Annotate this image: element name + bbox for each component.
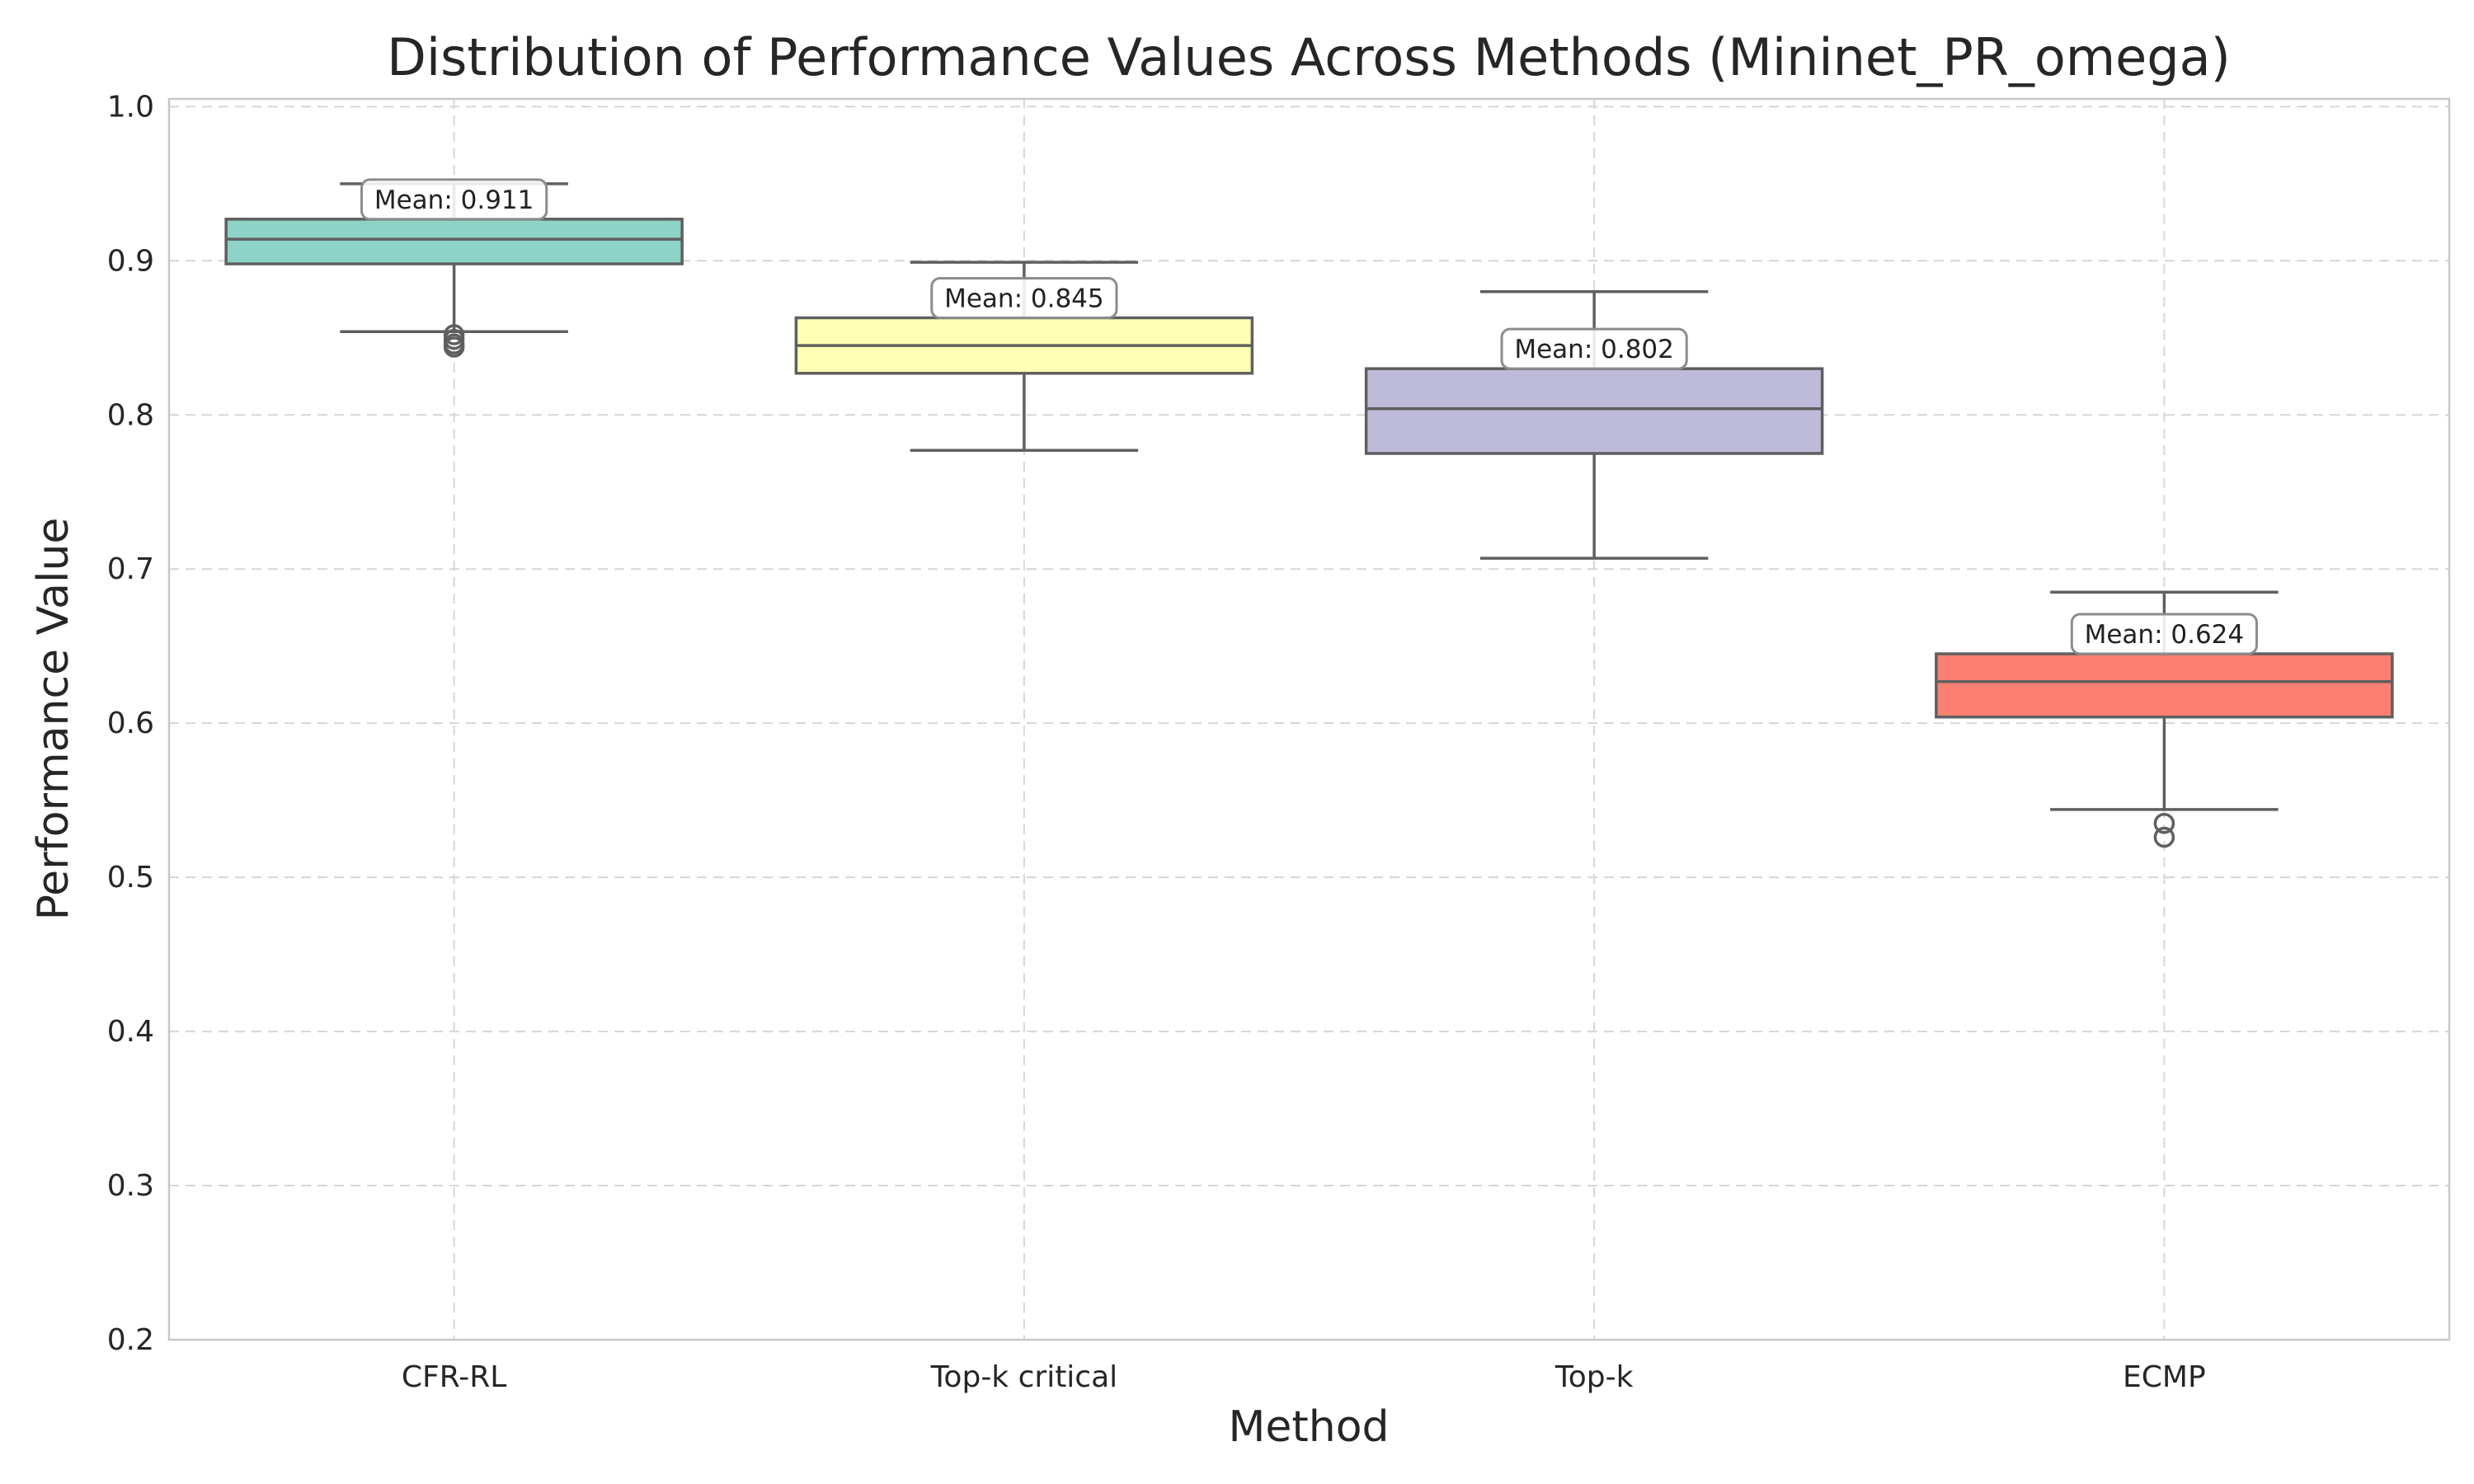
mean-label: Mean: 0.624 xyxy=(2085,620,2245,650)
box-layer xyxy=(224,182,2394,848)
mean-label: Mean: 0.911 xyxy=(374,186,534,215)
tick-labels: 0.2 0.3 0.4 0.5 0.6 0.7 0.8 0.9 1.0 CFR-RL Top-k c… xyxy=(107,90,2206,1394)
mean-label-box xyxy=(1500,327,1688,370)
outlier-point xyxy=(443,336,465,358)
y-tick-label: 0.9 xyxy=(107,244,154,278)
box-body xyxy=(224,218,684,265)
mean-label-box xyxy=(2070,613,2258,655)
outlier-point xyxy=(2153,826,2175,848)
y-tick-label: 0.4 xyxy=(107,1015,154,1049)
mean-label-box xyxy=(930,276,1118,319)
x-tick-label: Top-k xyxy=(1554,1360,1634,1394)
y-axis-label: Performance Value xyxy=(29,518,78,921)
x-axis-label: Method xyxy=(1228,1402,1389,1452)
y-tick-label: 0.2 xyxy=(107,1323,154,1357)
outlier-point xyxy=(2153,812,2175,834)
box-body xyxy=(1364,367,1824,455)
x-tick-label: Top-k critical xyxy=(930,1360,1118,1394)
mean-annotation: Mean: 0.624 xyxy=(2070,613,2258,655)
mean-annotation: Mean: 0.845 xyxy=(930,276,1118,319)
y-tick-label: 0.5 xyxy=(107,861,154,895)
mean-annotation: Mean: 0.911 xyxy=(360,178,548,221)
x-tick-label: CFR-RL xyxy=(402,1360,506,1394)
mean-label-box xyxy=(360,178,548,221)
y-tick-label: 0.8 xyxy=(107,398,154,432)
box-body xyxy=(1935,652,2394,719)
plot-frame xyxy=(167,97,2451,1341)
chart-title: Distribution of Performance Values Acros… xyxy=(387,27,2231,87)
y-tick-label: 1.0 xyxy=(107,90,154,124)
mean-label: Mean: 0.802 xyxy=(1514,335,1674,364)
y-tick-label: 0.6 xyxy=(107,707,154,740)
mean-annotations: Mean: 0.911 Mean: 0.845 Mean: 0.802 Mean: 0… xyxy=(360,178,2258,655)
mean-annotation: Mean: 0.802 xyxy=(1500,327,1688,370)
box-group-ecmp xyxy=(1935,590,2394,848)
y-tick-label: 0.3 xyxy=(107,1169,154,1203)
y-tick-label: 0.7 xyxy=(107,552,154,586)
mean-label: Mean: 0.845 xyxy=(944,284,1104,313)
x-tick-label: ECMP xyxy=(2123,1360,2206,1394)
box-group-top-k-critical xyxy=(794,261,1254,453)
